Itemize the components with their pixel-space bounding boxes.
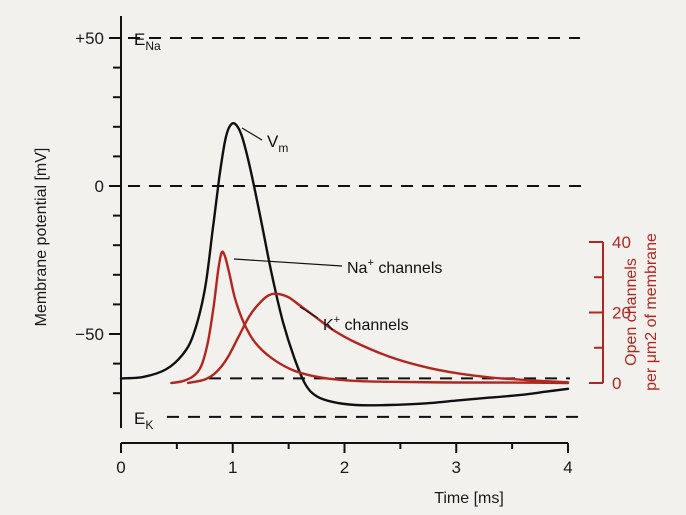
x-tick-label: 2 bbox=[340, 458, 349, 477]
y2-tick-label: 40 bbox=[612, 233, 631, 252]
reference-label-main: E bbox=[134, 409, 145, 428]
vm-series-label: Vm bbox=[267, 132, 288, 155]
k-series-label-main: K bbox=[323, 317, 334, 334]
na-series-label: Na+ channels bbox=[347, 257, 442, 277]
x-tick-label: 1 bbox=[228, 458, 237, 477]
series-layer bbox=[119, 122, 570, 407]
y-axis-title: Membrane potential [mV] bbox=[33, 148, 50, 327]
series-line-na-channels bbox=[170, 250, 570, 385]
series-line-k-channels bbox=[186, 292, 570, 385]
x-axis-title: Time [ms] bbox=[434, 490, 504, 507]
reference-line-label: ENa bbox=[134, 30, 161, 53]
vm-label-main: V bbox=[267, 132, 279, 151]
y-tick-label: 0 bbox=[95, 177, 104, 196]
na-series-label-tail: channels bbox=[374, 260, 443, 277]
k-series-label: K+ channels bbox=[323, 314, 409, 334]
x-tick-label: 4 bbox=[563, 458, 572, 477]
reference-label-main: E bbox=[134, 30, 145, 49]
na-series-label-sup: + bbox=[367, 257, 373, 269]
x-tick-label: 0 bbox=[116, 458, 125, 477]
axes: +50 0 −50 0 1 2 3 4 40 20 0 bbox=[75, 16, 631, 477]
reference-label-sub: K bbox=[145, 418, 153, 432]
vm-leader-line bbox=[241, 127, 263, 141]
x-tick-label: 3 bbox=[452, 458, 461, 477]
k-series-label-sup: + bbox=[334, 314, 340, 326]
na-leader-line bbox=[233, 258, 343, 267]
y-tick-label: +50 bbox=[75, 29, 104, 48]
series-line-vm bbox=[119, 122, 570, 407]
y2-tick-label: 0 bbox=[612, 374, 621, 393]
y2-axis-title-line2: per μm2 of membrane bbox=[643, 233, 660, 391]
reference-line-label: EK bbox=[134, 409, 153, 432]
reference-label-sub: Na bbox=[145, 39, 161, 53]
vm-label-sub: m bbox=[278, 141, 288, 155]
y2-axis-title-line1: Open channels bbox=[623, 258, 640, 366]
k-series-label-tail: channels bbox=[340, 317, 409, 334]
k-leader-line bbox=[299, 306, 319, 319]
y2-tick-label: 20 bbox=[612, 304, 631, 323]
na-series-label-main: Na bbox=[347, 260, 368, 277]
y-tick-label: −50 bbox=[75, 325, 104, 344]
